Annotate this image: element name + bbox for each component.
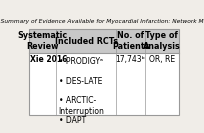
Text: Table 21   Summary of Evidence Available for Myocardial Infarction: Network Meta: Table 21 Summary of Evidence Available f…	[0, 18, 204, 24]
Text: • DAPT: • DAPT	[59, 116, 86, 125]
Text: 17,743ᵇ: 17,743ᵇ	[116, 55, 146, 65]
Text: OR, RE: OR, RE	[149, 55, 175, 65]
Text: Systematic
Review: Systematic Review	[17, 31, 68, 51]
Bar	[29, 29, 179, 53]
Text: • PRODIGYᵃ: • PRODIGYᵃ	[59, 57, 103, 66]
Text: Type of
Analysis: Type of Analysis	[143, 31, 181, 51]
Bar	[29, 29, 179, 115]
Text: Included RCTs: Included RCTs	[55, 37, 118, 45]
Text: • ARCTIC-
Interruption: • ARCTIC- Interruption	[59, 96, 105, 116]
Text: • DES-LATE: • DES-LATE	[59, 77, 102, 86]
Text: No. of
Patients: No. of Patients	[112, 31, 149, 51]
Text: Xie 2016: Xie 2016	[30, 55, 68, 65]
Bar	[29, 53, 179, 115]
